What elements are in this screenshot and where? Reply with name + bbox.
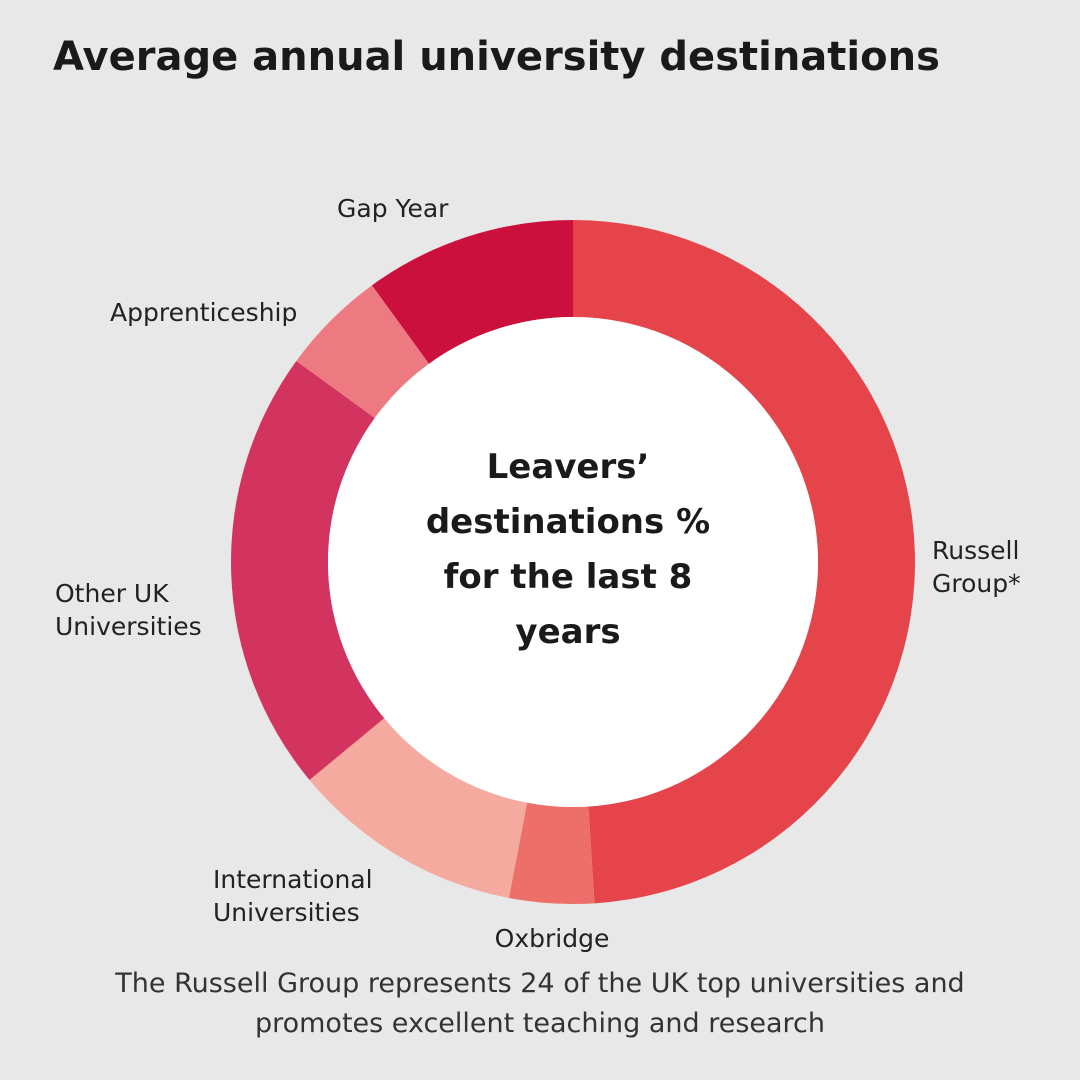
donut-slice (296, 285, 429, 418)
slice-label: Gap Year (337, 194, 449, 223)
donut-slice (371, 220, 573, 364)
donut-hole (328, 317, 818, 807)
donut-slice (508, 802, 595, 904)
chart-title: Average annual university destinations (53, 34, 940, 80)
slice-label: Oxbridge (494, 924, 610, 953)
slice-label: International Universities (213, 865, 373, 927)
footnote: The Russell Group represents 24 of the U… (115, 968, 965, 1039)
donut-slice (309, 718, 528, 898)
center-text: Leavers’ destinations % for the last 8 y… (425, 447, 711, 652)
donut-slice (231, 360, 385, 780)
donut-slice (573, 220, 916, 904)
slice-label: Russell Group* (932, 536, 1021, 598)
slice-label: Apprenticeship (110, 298, 298, 327)
slice-label: Other UK Universities (55, 579, 202, 641)
